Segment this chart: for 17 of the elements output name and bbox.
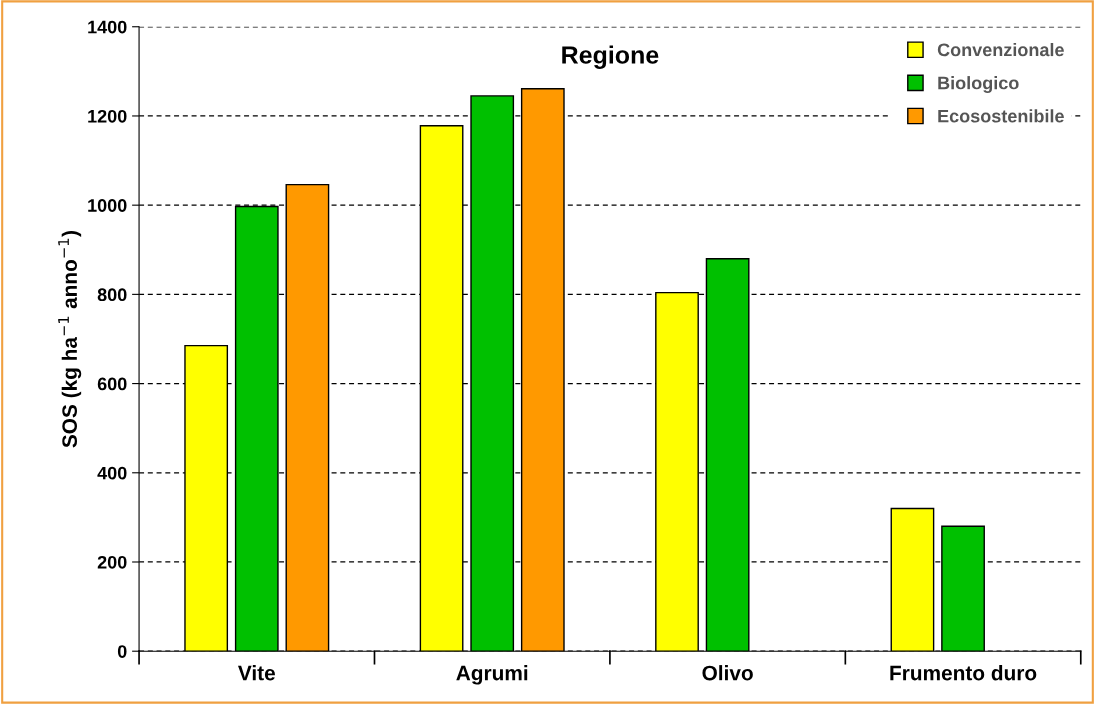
- y-tick-label: 1000: [88, 199, 127, 212]
- text: Regione: [562, 45, 659, 69]
- y-tick-label: 600: [97, 377, 127, 391]
- x-tick-label: Vite: [238, 665, 275, 681]
- legend-label: Ecosostenibile: [938, 109, 1064, 123]
- y-axis-title: SOS (kg ha$^{−1}$ anno$^{−1}$): [58, 231, 82, 448]
- y-tick-label: 400: [97, 466, 127, 480]
- legend-label: Convenzionale: [937, 43, 1064, 57]
- y-tick-label: 1400: [88, 20, 127, 34]
- x-tick-label: Agrumi: [456, 665, 528, 685]
- y-tick-label: 1200: [88, 109, 127, 123]
- x-tick-label: Olivo: [702, 665, 753, 681]
- legend-label: Biologico: [938, 76, 1019, 93]
- y-tick-label: 0: [117, 645, 127, 658]
- x-tick-label: Frumento duro: [890, 665, 1037, 681]
- y-tick-label: 800: [97, 288, 127, 302]
- y-tick-label: 200: [97, 555, 127, 569]
